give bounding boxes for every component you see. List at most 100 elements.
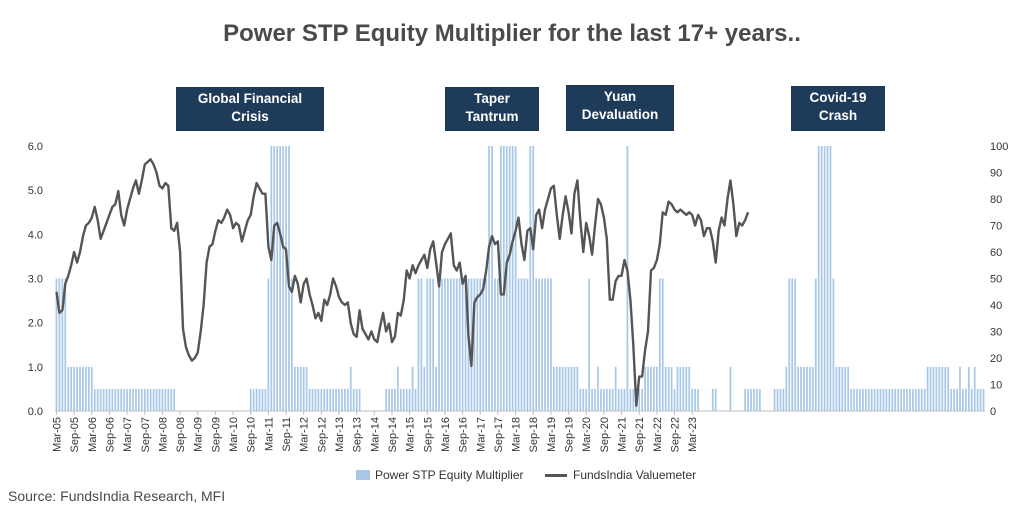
- annotation-line: Crisis: [231, 109, 269, 124]
- bar: [432, 278, 435, 411]
- bar: [573, 366, 576, 411]
- bar: [449, 278, 452, 411]
- bar: [249, 388, 252, 411]
- bar: [482, 278, 485, 411]
- bar: [867, 388, 870, 411]
- bar: [758, 388, 761, 411]
- bar: [279, 146, 282, 411]
- bar: [102, 388, 105, 411]
- bar: [947, 366, 950, 411]
- bar: [444, 278, 446, 411]
- bar: [979, 388, 982, 411]
- bar: [614, 366, 617, 411]
- x-tick-label: Sep-13: [352, 417, 364, 452]
- bar: [508, 146, 511, 411]
- bar: [526, 278, 529, 411]
- y-right-tick-label: 50: [990, 274, 1002, 286]
- y-right-tick-label: 0: [990, 406, 996, 418]
- bar: [96, 388, 99, 411]
- annotation-line: Covid-19: [809, 90, 867, 105]
- axes: 0.0 1.0 2.0 3.0 4.0 5.0 6.0 0 10 20 30 40 50 60 70 80 90…: [28, 141, 1009, 452]
- bar: [750, 388, 752, 411]
- bar: [897, 388, 900, 411]
- x-tick-label: Mar-22: [652, 417, 664, 452]
- annotation-line: Yuan: [603, 89, 637, 104]
- bar: [114, 388, 117, 411]
- bar: [776, 388, 779, 411]
- bar: [308, 388, 311, 411]
- bar: [882, 388, 885, 411]
- bar: [800, 366, 802, 411]
- bar: [944, 366, 947, 411]
- bar: [682, 366, 685, 411]
- x-tick-label: Mar-15: [405, 417, 417, 452]
- bar: [585, 388, 588, 411]
- x-tick-label: Mar-10: [228, 417, 240, 452]
- bar: [688, 366, 691, 411]
- bar: [920, 388, 923, 411]
- bar: [670, 366, 673, 411]
- y-left-tick-label: 4.0: [28, 229, 43, 241]
- bar: [261, 388, 264, 411]
- bar: [517, 278, 520, 411]
- bar: [661, 278, 664, 411]
- y-left-tick-label: 2.0: [28, 318, 43, 330]
- bar: [314, 388, 317, 411]
- bar: [629, 388, 632, 411]
- bar: [447, 278, 449, 411]
- x-tick-label: Mar-20: [581, 417, 593, 452]
- bar: [411, 366, 414, 411]
- bar: [105, 388, 108, 411]
- bar: [335, 388, 337, 411]
- bar: [564, 366, 567, 411]
- bar: [394, 388, 396, 411]
- bar: [879, 388, 882, 411]
- bar: [791, 278, 794, 411]
- bar: [694, 388, 696, 411]
- x-tick-label: Mar-13: [334, 417, 346, 452]
- bar: [906, 388, 908, 411]
- bar: [346, 388, 349, 411]
- bar: [126, 388, 128, 411]
- x-tick-label: Sep-20: [599, 417, 611, 452]
- bar: [99, 388, 102, 411]
- bar: [388, 388, 390, 411]
- bar: [326, 388, 329, 411]
- bar: [653, 366, 655, 411]
- bar: [873, 388, 876, 411]
- x-tick-label: Sep-08: [175, 417, 187, 452]
- bar: [558, 366, 561, 411]
- bar: [140, 388, 143, 411]
- bar: [491, 146, 493, 411]
- x-tick-label: Mar-09: [193, 417, 205, 452]
- bar: [76, 366, 78, 411]
- bar: [82, 366, 84, 411]
- bar: [485, 278, 488, 411]
- bar: [438, 278, 440, 411]
- y-right-tick-label: 30: [990, 327, 1002, 339]
- y-right-tick-label: 90: [990, 168, 1002, 180]
- annotation-line: Global Financial: [197, 91, 303, 106]
- bar: [547, 278, 549, 411]
- y-left-tick-label: 6.0: [28, 141, 43, 153]
- bar: [620, 388, 623, 411]
- legend-item-bar: Power STP Equity Multiplier: [356, 468, 524, 482]
- bar: [117, 388, 120, 411]
- bar: [391, 388, 393, 411]
- bar: [591, 388, 593, 411]
- bar: [302, 366, 305, 411]
- legend-item-line: FundsIndia Valuemeter: [545, 468, 696, 482]
- bar: [423, 366, 426, 411]
- bar: [829, 146, 832, 411]
- source-note: Source: FundsIndia Research, MFI: [8, 488, 226, 504]
- bar: [120, 388, 123, 411]
- bar: [135, 388, 137, 411]
- bar: [667, 366, 670, 411]
- bar: [502, 146, 505, 411]
- bar: [282, 146, 284, 411]
- x-tick-label: Mar-12: [299, 417, 311, 452]
- y-right-tick-label: 20: [990, 353, 1002, 365]
- bar: [408, 388, 411, 411]
- x-tick-label: Sep-19: [564, 417, 576, 452]
